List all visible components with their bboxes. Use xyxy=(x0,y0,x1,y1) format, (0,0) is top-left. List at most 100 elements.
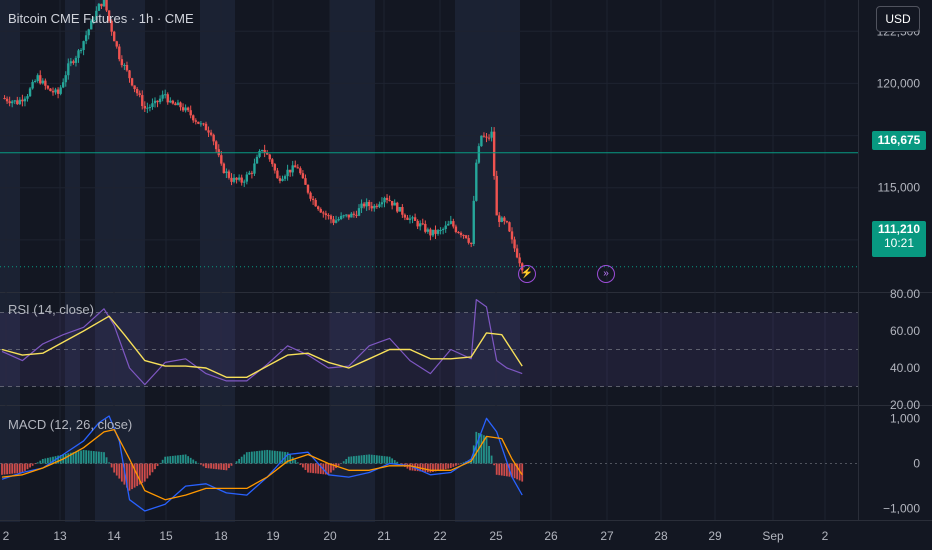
candle-body xyxy=(5,98,9,102)
candle-body xyxy=(462,234,465,236)
macd-histogram-bar xyxy=(146,463,149,479)
x-tick-label: 15 xyxy=(159,529,173,543)
candle-body xyxy=(74,57,78,63)
candle-body xyxy=(67,63,70,76)
macd-histogram-bar xyxy=(95,451,98,464)
macd-histogram-bar xyxy=(299,463,302,465)
candle-body xyxy=(49,88,52,92)
macd-histogram-bar xyxy=(498,463,501,476)
macd-histogram-bar xyxy=(452,463,455,467)
macd-histogram-bar xyxy=(243,454,246,464)
candle-body xyxy=(230,177,233,182)
macd-histogram-bar xyxy=(462,462,465,464)
macd-histogram-bar xyxy=(222,463,225,470)
macd-histogram-bar xyxy=(85,450,88,464)
candle-body xyxy=(146,107,149,109)
macd-histogram-bar xyxy=(421,463,424,472)
candle-body xyxy=(306,184,310,193)
macd-histogram-bar xyxy=(228,463,230,469)
candle-body xyxy=(329,215,333,220)
macd-histogram-bar xyxy=(72,452,75,464)
candle-body xyxy=(347,214,350,218)
candle-body xyxy=(258,150,261,157)
candle-body xyxy=(281,178,284,181)
macd-histogram-bar xyxy=(516,463,518,480)
session-band-5 xyxy=(455,0,520,522)
macd-histogram-bar xyxy=(49,457,52,464)
macd-histogram-bar xyxy=(192,459,195,464)
candle-body xyxy=(419,223,422,227)
candle-body xyxy=(444,225,447,229)
macd-histogram-bar xyxy=(279,451,281,464)
candle-body xyxy=(475,162,478,201)
macd-histogram-bar xyxy=(220,463,223,470)
macd-histogram-bar xyxy=(353,456,355,464)
macd-histogram-bar xyxy=(424,463,427,472)
candle-body xyxy=(97,3,101,11)
session-band-3 xyxy=(200,0,235,522)
candle-body xyxy=(421,223,424,225)
macd-histogram-bar xyxy=(307,463,309,473)
price-line-tag: 116,675 xyxy=(872,131,926,150)
candle-body xyxy=(141,95,144,107)
macd-histogram-bar xyxy=(169,456,172,464)
candle-body xyxy=(232,177,236,182)
macd-histogram-bar xyxy=(8,463,11,474)
candle-body xyxy=(368,201,371,207)
x-tick-label: 2 xyxy=(822,529,829,543)
candle-body xyxy=(202,123,205,125)
macd-histogram-bar xyxy=(24,463,26,471)
macd-histogram-bar xyxy=(26,463,29,470)
macd-histogram-bar xyxy=(391,458,394,464)
candle-body xyxy=(148,106,152,108)
candle-body xyxy=(373,205,376,209)
candle-body xyxy=(72,61,75,63)
macd-histogram-bar xyxy=(225,463,228,471)
candle-body xyxy=(317,206,320,210)
candle-body xyxy=(176,102,180,106)
x-tick-label: 25 xyxy=(489,529,503,543)
candle-body xyxy=(199,123,203,125)
candle-body xyxy=(166,94,169,103)
candle-body xyxy=(209,132,213,135)
candle-body xyxy=(169,100,172,103)
macd-histogram-bar xyxy=(304,463,307,470)
candle-body xyxy=(174,103,177,106)
macd-histogram-bar xyxy=(449,463,452,469)
macd-histogram-bar xyxy=(149,463,151,476)
candle-body xyxy=(171,100,175,104)
candle-body xyxy=(411,217,414,219)
candle-body xyxy=(429,229,432,236)
candle-body xyxy=(299,168,302,174)
last-price-value: 111,210 xyxy=(877,222,921,236)
currency-button[interactable]: USD xyxy=(876,6,920,32)
macd-histogram-bar xyxy=(47,457,49,464)
candle-body xyxy=(189,110,192,116)
fast-forward-icon[interactable]: » xyxy=(597,265,615,283)
candle-body xyxy=(16,100,19,105)
macd-histogram-bar xyxy=(375,455,378,464)
candle-body xyxy=(8,101,11,104)
lightning-icon[interactable]: ⚡ xyxy=(518,265,536,283)
macd-histogram-bar xyxy=(289,454,292,464)
candle-body xyxy=(253,163,256,174)
candle-body xyxy=(309,192,312,199)
macd-histogram-bar xyxy=(370,454,373,464)
candle-body xyxy=(133,85,136,90)
candle-body xyxy=(28,88,32,97)
candle-body xyxy=(207,130,210,133)
macd-histogram-bar xyxy=(281,451,284,464)
macd-histogram-bar xyxy=(396,461,399,464)
macd-histogram-bar xyxy=(77,451,80,464)
candle-body xyxy=(388,200,391,202)
macd-histogram-bar xyxy=(302,463,304,468)
macd-histogram-bar xyxy=(156,463,159,467)
chart-title: Bitcoin CME Futures · 1h · CME xyxy=(8,11,194,26)
macd-histogram-bar xyxy=(161,459,164,464)
macd-histogram-bar xyxy=(177,455,179,464)
macd-histogram-bar xyxy=(355,455,358,464)
candle-body xyxy=(459,232,463,235)
rsi-line xyxy=(1,299,523,386)
candle-body xyxy=(498,215,501,222)
